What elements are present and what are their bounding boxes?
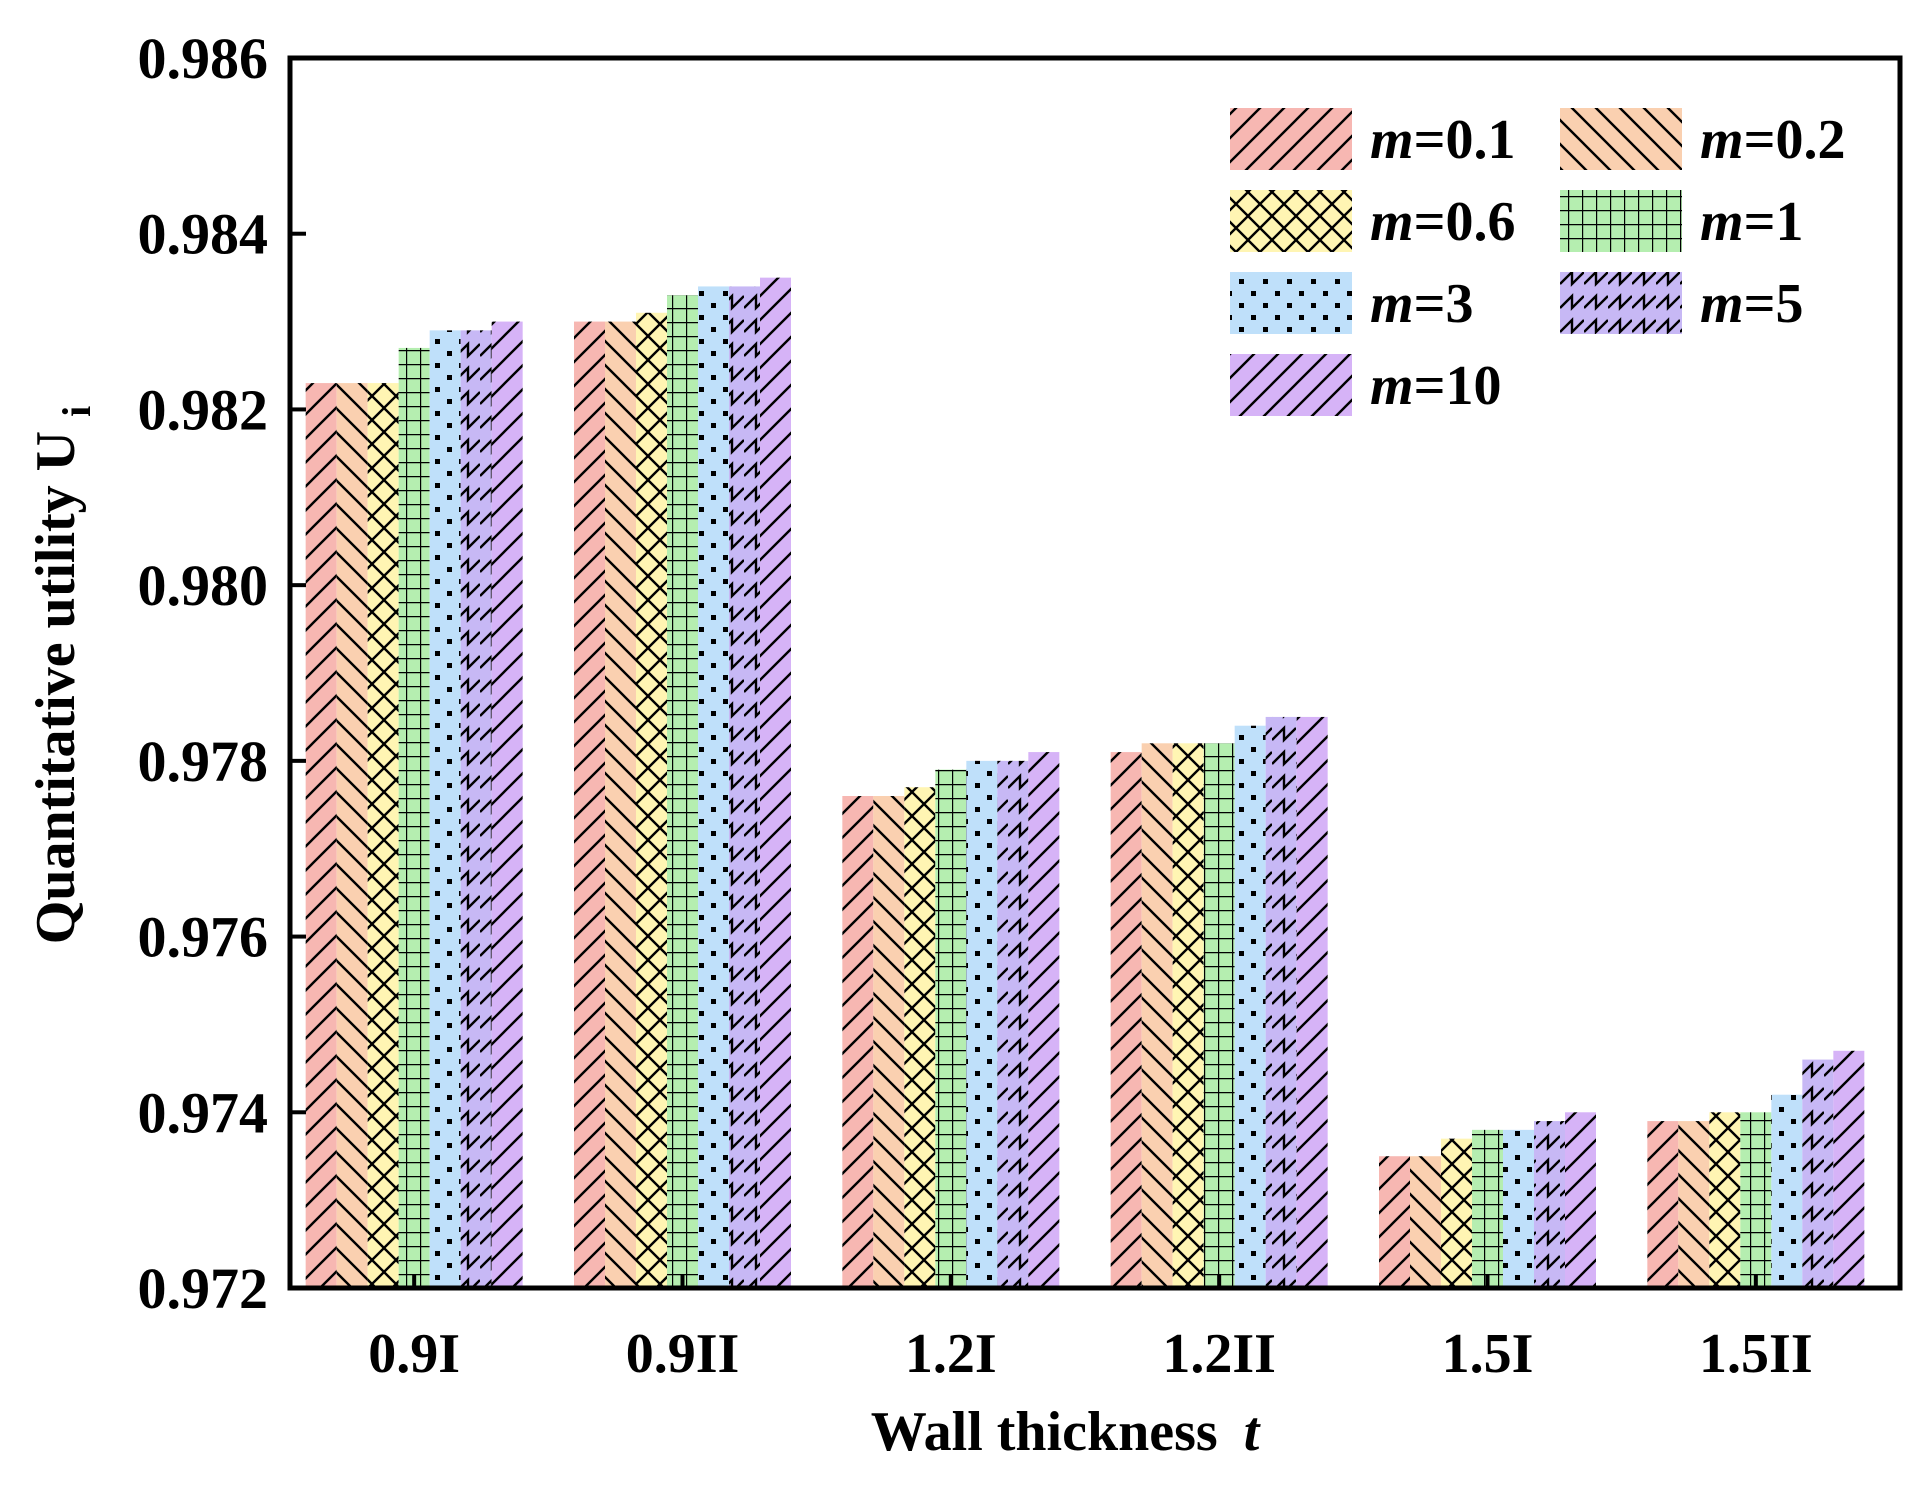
bar-1.2II-m=0.6 [1172, 743, 1204, 1288]
y-axis-title-subscript: i [54, 406, 99, 417]
legend-label-m=1: m=1 [1700, 191, 1803, 253]
bar-0.9I-m=10 [491, 321, 523, 1289]
bar-1.2I-m=0.1 [842, 796, 874, 1288]
bar-1.2I-m=1 [935, 769, 967, 1288]
bar-0.9I-m=0.1 [305, 383, 337, 1289]
bar-0.9II-m=0.1 [574, 321, 605, 1289]
bar-1.5I-m=10 [1565, 1112, 1596, 1288]
bar-0.9II-m=5 [729, 286, 760, 1288]
y-axis-title-text: Quantitative utility U [25, 431, 87, 944]
plot-frame [287, 55, 1903, 1291]
y-tick-label: 0.976 [138, 905, 269, 970]
bar-1.5II-m=1 [1740, 1112, 1772, 1288]
bar-1.5II-m=0.2 [1678, 1121, 1710, 1288]
legend: m=0.1 m=0.2 m=0.6 m=1 m=3 m=5 m=10 [1230, 108, 1845, 417]
y-tick-label: 0.972 [138, 1256, 269, 1321]
bar-1.5I-m=0.2 [1410, 1156, 1441, 1288]
bar-1.2II-m=0.2 [1141, 743, 1173, 1288]
bar-1.2II-m=0.1 [1110, 752, 1142, 1288]
bar-1.2I-m=0.2 [873, 796, 905, 1288]
y-tick-label: 0.974 [138, 1080, 269, 1145]
axis-layer: 0.972 0.974 0.976 0.978 0.980 0.982 0.984 0.986… [138, 26, 1813, 1385]
bar-0.9I-m=3 [429, 330, 461, 1288]
bars-layer [305, 277, 1865, 1289]
bar-0.9I-m=5 [460, 330, 492, 1288]
bar-1.5I-m=0.1 [1379, 1156, 1410, 1288]
legend-swatch-m=5 [1560, 272, 1682, 334]
bar-1.5II-m=0.6 [1709, 1112, 1741, 1288]
bar-1.2I-m=3 [966, 760, 998, 1288]
y-axis-title: Quantitative utility U i [25, 406, 99, 944]
bar-1.5II-m=3 [1771, 1094, 1803, 1288]
y-tick-label: 0.982 [138, 377, 269, 442]
bar-0.9II-m=0.2 [605, 321, 636, 1289]
bar-1.5II-m=5 [1802, 1059, 1834, 1288]
legend-swatch-m=0.1 [1230, 108, 1352, 170]
bar-1.2II-m=1 [1203, 743, 1235, 1288]
legend-label-m=0.6: m=0.6 [1370, 191, 1515, 253]
bar-0.9I-m=0.6 [367, 383, 399, 1289]
bar-1.5II-m=10 [1833, 1050, 1865, 1288]
y-tick-label: 0.978 [138, 729, 269, 794]
bar-1.2II-m=5 [1265, 716, 1297, 1288]
y-tick-label: 0.980 [138, 553, 269, 618]
bar-0.9I-m=1 [398, 347, 430, 1288]
x-axis-title: Wall thickness t [871, 1401, 1261, 1463]
legend-label-m=0.1: m=0.1 [1370, 109, 1515, 171]
legend-swatch-m=1 [1560, 190, 1682, 252]
bar-0.9II-m=3 [698, 286, 729, 1288]
x-axis-title-text: Wall thickness [871, 1401, 1218, 1463]
legend-label-m=10: m=10 [1370, 355, 1501, 417]
y-tick-label: 0.984 [138, 202, 269, 267]
legend-label-m=3: m=3 [1370, 273, 1473, 335]
bar-1.5I-m=1 [1472, 1129, 1503, 1288]
x-tick-label: 0.9II [626, 1323, 740, 1385]
y-tick-label: 0.986 [138, 26, 269, 91]
bar-0.9I-m=0.2 [336, 383, 368, 1289]
bar-0.9II-m=1 [667, 295, 698, 1288]
bar-1.5I-m=5 [1534, 1121, 1565, 1288]
bar-1.5II-m=0.1 [1647, 1121, 1679, 1288]
legend-swatch-m=10 [1230, 354, 1352, 416]
legend-swatch-m=3 [1230, 272, 1352, 334]
bar-1.5I-m=3 [1503, 1129, 1534, 1288]
bar-0.9II-m=10 [760, 277, 791, 1289]
x-tick-label: 1.5I [1442, 1323, 1534, 1385]
bar-1.2I-m=10 [1028, 752, 1060, 1288]
legend-swatch-m=0.2 [1560, 108, 1682, 170]
legend-label-m=5: m=5 [1700, 273, 1803, 335]
x-tick-label: 1.2II [1162, 1323, 1276, 1385]
bar-1.2II-m=10 [1296, 716, 1328, 1288]
bar-1.2I-m=5 [997, 760, 1029, 1288]
x-tick-label: 1.5II [1699, 1323, 1813, 1385]
x-axis-title-variable: t [1244, 1401, 1261, 1463]
x-tick-label: 1.2I [905, 1323, 997, 1385]
legend-swatch-m=0.6 [1230, 190, 1352, 252]
bar-1.2II-m=3 [1234, 725, 1266, 1288]
x-tick-label: 0.9I [368, 1323, 460, 1385]
legend-label-m=0.2: m=0.2 [1700, 109, 1845, 171]
bar-1.5I-m=0.6 [1441, 1138, 1472, 1288]
bar-0.9II-m=0.6 [636, 312, 667, 1288]
bar-1.2I-m=0.6 [904, 787, 936, 1288]
